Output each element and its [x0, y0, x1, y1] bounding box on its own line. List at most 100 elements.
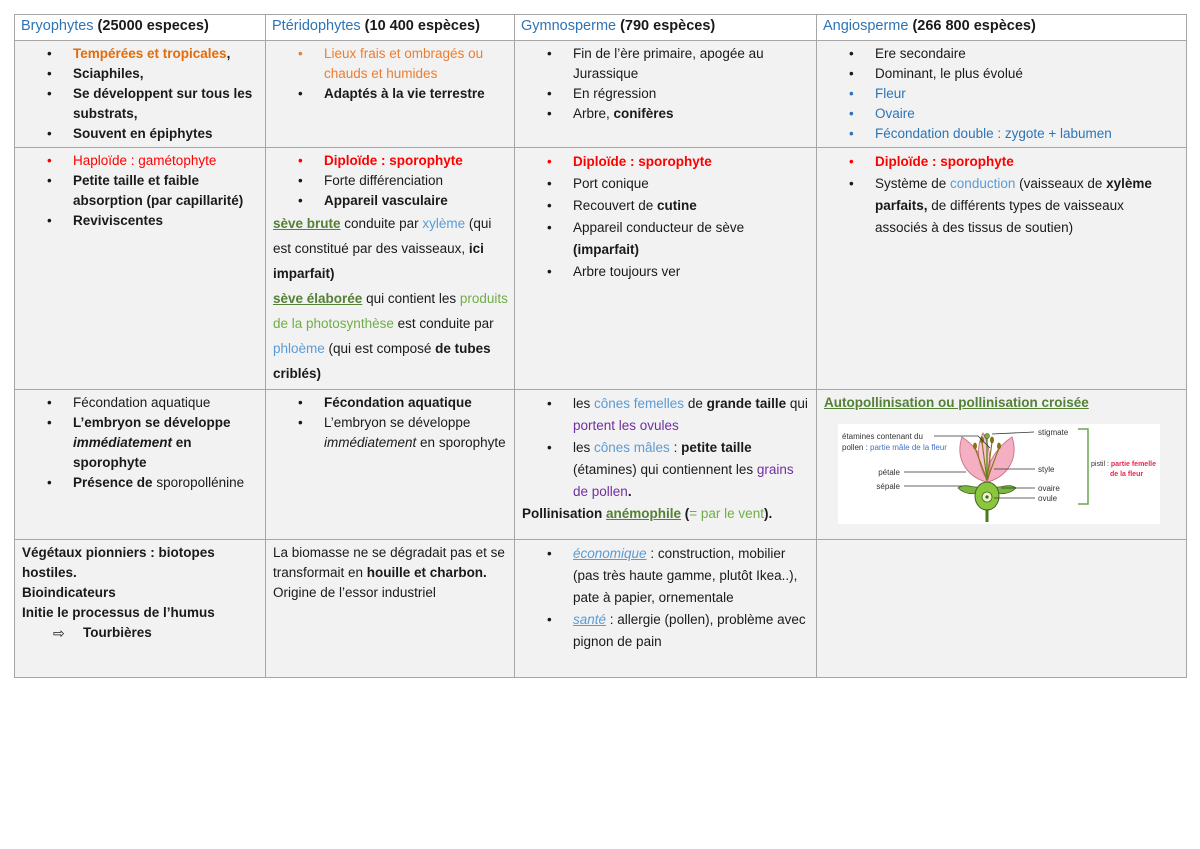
paragraph-text: économique : construction, mobilier (pas… — [573, 546, 798, 605]
bullet-marker: • — [849, 176, 854, 191]
bullet-marker: • — [47, 395, 52, 410]
bullet-marker: • — [547, 440, 552, 455]
text-paragraph: Origine de l’essor industriel — [272, 583, 508, 603]
paragraph-text: Se développent sur tous les substrats, — [73, 86, 253, 121]
label-etamines: étamines contenant du — [842, 432, 923, 441]
bullet-item: • Forte différenciation — [272, 171, 508, 191]
bullet-marker: • — [298, 193, 303, 208]
stamens — [974, 441, 1000, 481]
taxon-name: Ptéridophytes — [272, 18, 361, 34]
column-header-pteridophytes: Ptéridophytes (10 400 espèces) — [265, 14, 515, 41]
bullet-item: • Se développent sur tous les substrats, — [21, 84, 259, 124]
table-cell: • Diploïde : sporophyte • Système de conduc… — [816, 147, 1187, 390]
bullet-item: • Arbre, conifères — [521, 104, 810, 124]
label-stigmate: stigmate — [1038, 428, 1069, 437]
paragraph-text: sève élaborée qui contient les produits … — [273, 291, 508, 381]
paragraph-text: Tourbières — [83, 625, 152, 640]
paragraph-text: les cônes mâles : petite taille (étamine… — [573, 440, 794, 499]
paragraph-text: Appareil conducteur de sève (imparfait) — [573, 220, 745, 257]
table-cell: • économique : construction, mobilier (pa… — [514, 539, 817, 678]
paragraph-text: Petite taille et faible absorption (par … — [73, 173, 244, 208]
paragraph-text: Forte différenciation — [324, 173, 444, 188]
pistil-bracket — [1078, 428, 1089, 505]
paragraph-text: Recouvert de cutine — [573, 198, 697, 213]
table-cell: • Lieux frais et ombragés ou chauds et hu… — [265, 40, 515, 148]
bullet-item: • L’embryon se développe immédiatement en… — [272, 413, 508, 453]
paragraph-text: Pollinisation anémophile (= par le vent)… — [522, 506, 773, 521]
text-paragraph: sève élaborée qui contient les produits … — [272, 286, 508, 386]
bullet-marker: • — [547, 612, 552, 627]
paragraph-text: Fécondation aquatique — [324, 395, 472, 410]
bullet-marker: • — [547, 546, 552, 561]
paragraph-text: Souvent en épiphytes — [73, 126, 213, 141]
label-pollen: pollen : partie mâle de la fleur — [842, 443, 947, 452]
paragraph-text: Initie le processus de l’humus — [22, 605, 215, 620]
bullet-marker: • — [547, 198, 552, 213]
bullet-item: • Petite taille et faible absorption (par… — [21, 171, 259, 211]
paragraph-text: Présence de sporopollénine — [73, 475, 245, 490]
table-cell: Autopollinisation ou pollinisation crois… — [816, 389, 1187, 540]
bullet-marker: • — [298, 86, 303, 101]
bullet-marker: • — [47, 86, 52, 101]
paragraph-text: Appareil vasculaire — [324, 193, 448, 208]
taxon-name: Angiosperme — [823, 18, 909, 34]
label-petale: pétale — [878, 468, 900, 477]
paragraph-text: Tempérées et tropicales, — [73, 46, 231, 61]
paragraph-text: Arbre toujours ver — [573, 264, 681, 279]
bullet-marker: • — [849, 46, 854, 61]
bullet-item: • Lieux frais et ombragés ou chauds et hu… — [272, 44, 508, 84]
table-cell: • Tempérées et tropicales, • Sciaphiles, • Se… — [14, 40, 266, 148]
species-count: (10 400 espèces) — [364, 18, 480, 34]
label-style: style — [1038, 465, 1055, 474]
bullet-item: • Tempérées et tropicales, — [21, 44, 259, 64]
column-header-bryophytes: Bryophytes (25000 especes) — [14, 14, 266, 41]
column-header-gymnosperme: Gymnosperme (790 espèces) — [514, 14, 817, 41]
table-cell: • Fin de l’ère primaire, apogée au Jurass… — [514, 40, 817, 148]
bullet-marker: • — [47, 126, 52, 141]
paragraph-text: Végétaux pionniers : biotopes hostiles. — [22, 545, 215, 580]
bullet-item: • Diploïde : sporophyte — [272, 151, 508, 171]
paragraph-text: Autopollinisation ou pollinisation crois… — [824, 395, 1089, 410]
paragraph-text: Fleur — [875, 86, 906, 101]
paragraph-text: Système de conduction (vaisseaux de xylè… — [875, 176, 1152, 235]
row-habitat: • Tempérées et tropicales, • Sciaphiles, • Se… — [14, 40, 1187, 148]
paragraph-text: Bioindicateurs — [22, 585, 116, 600]
bullet-item: • santé : allergie (pollen), problème ave… — [521, 609, 810, 653]
table-cell: Végétaux pionniers : biotopes hostiles. B… — [14, 539, 266, 678]
stigma — [984, 433, 990, 439]
label-partie-male: partie mâle de la fleur — [870, 443, 947, 452]
bullet-marker: • — [547, 154, 552, 169]
bullet-marker: • — [547, 264, 552, 279]
bullet-marker: • — [849, 106, 854, 121]
table-cell: • Fécondation aquatique • L’embryon se déve… — [14, 389, 266, 540]
ovule-dot — [985, 495, 989, 499]
paragraph-text: Port conique — [573, 176, 649, 191]
bullet-item: • Présence de sporopollénine — [21, 473, 259, 493]
bullet-item: • Dominant, le plus évolué — [823, 64, 1180, 84]
text-paragraph: Bioindicateurs — [21, 583, 259, 603]
bullet-item: • Ere secondaire — [823, 44, 1180, 64]
bullet-item: • les cônes femelles de grande taille qui… — [521, 393, 810, 437]
paragraph-text: La biomasse ne se dégradait pas et se tr… — [273, 545, 505, 580]
table-cell: • Haploïde : gamétophyte • Petite taille et… — [14, 147, 266, 390]
paragraph-text: L’embryon se développe immédiatement en … — [73, 415, 231, 470]
bullet-item: • Recouvert de cutine — [521, 195, 810, 217]
text-paragraph: Initie le processus de l’humus — [21, 603, 259, 623]
paragraph-text: Fin de l’ère primaire, apogée au Jurassi… — [573, 46, 764, 81]
species-count: (266 800 espèces) — [912, 18, 1036, 34]
label-de-la-fleur: de la fleur — [1110, 471, 1143, 478]
paragraph-text: Ere secondaire — [875, 46, 966, 61]
bullet-marker: • — [47, 46, 52, 61]
bullet-marker: • — [47, 66, 52, 81]
header-row: Bryophytes (25000 especes) Ptéridophytes(… — [14, 14, 1187, 41]
bullet-marker: • — [547, 220, 552, 235]
bullet-item: • Arbre toujours ver — [521, 261, 810, 283]
paragraph-text: sève brute conduite par xylème (qui est … — [273, 216, 492, 281]
paragraph-text: L’embryon se développe immédiatement en … — [324, 415, 506, 450]
label-sepale: sépale — [876, 482, 900, 491]
bullet-item: • Sciaphiles, — [21, 64, 259, 84]
bullet-marker: • — [47, 213, 52, 228]
species-count: (25000 especes) — [97, 18, 209, 34]
label-lines — [904, 431, 1035, 499]
anther — [990, 436, 994, 444]
